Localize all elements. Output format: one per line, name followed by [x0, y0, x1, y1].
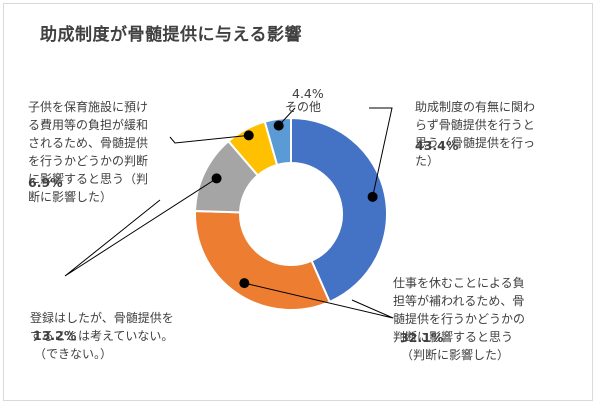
chart-frame	[3, 3, 593, 401]
slice-value-2: 13.2%	[33, 328, 77, 343]
leader-dot-1	[239, 278, 250, 289]
slice-label-1: 仕事を休むことによる負 担等が補われるため、骨 髄提供を行うかどうかの 判断に影響する…	[393, 276, 526, 362]
slice-label-4: その他	[285, 100, 322, 114]
leader-dot-3	[243, 130, 254, 141]
slice-label-3: 子供を保育施設に預け る費用等の負担が緩和 されるため、骨髄提供 を行うかどうかの判断…	[28, 100, 149, 204]
leader-line-2	[64, 177, 217, 277]
donut-slice-4	[263, 116, 292, 167]
leader-line-1	[244, 282, 394, 319]
leader-line-3	[169, 134, 249, 144]
slice-value-3: 6.9%	[28, 175, 63, 190]
leader-dot-0	[367, 191, 378, 202]
donut-slice-0	[290, 116, 388, 304]
leader-line-0	[369, 107, 393, 197]
chart-title: 助成制度が骨髄提供に与える影響	[40, 25, 302, 45]
slice-value-0: 43.4%	[415, 138, 459, 153]
slice-label-2: 登録はしたが、骨髄提供を することは考えていない。 （できない。）	[30, 311, 174, 361]
leader-dot-2	[211, 173, 222, 184]
slice-value-1: 32.1%	[400, 330, 444, 345]
leader-dot-4	[273, 120, 284, 131]
donut-slice-1	[194, 209, 331, 311]
slice-value-4: 4.4%	[292, 86, 324, 101]
slice-label-0: 助成制度の有無に関わ らず骨髄提供を行うと 思う（骨髄提供を行っ た）	[415, 100, 536, 168]
